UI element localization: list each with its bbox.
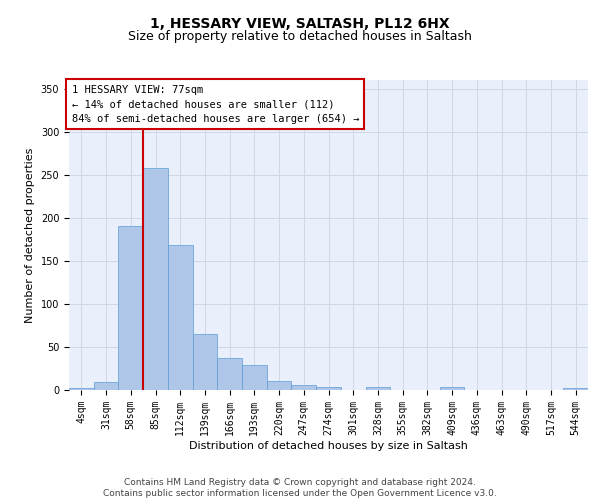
Bar — [316, 386, 341, 390]
Bar — [69, 388, 94, 390]
Text: 1, HESSARY VIEW, SALTASH, PL12 6HX: 1, HESSARY VIEW, SALTASH, PL12 6HX — [150, 18, 450, 32]
X-axis label: Distribution of detached houses by size in Saltash: Distribution of detached houses by size … — [189, 440, 468, 450]
Bar — [292, 385, 316, 390]
Bar — [118, 226, 143, 390]
Bar — [217, 358, 242, 390]
Bar — [440, 388, 464, 390]
Bar — [168, 246, 193, 390]
Bar — [365, 386, 390, 390]
Text: Contains HM Land Registry data © Crown copyright and database right 2024.
Contai: Contains HM Land Registry data © Crown c… — [103, 478, 497, 498]
Bar — [563, 388, 588, 390]
Bar — [242, 365, 267, 390]
Bar — [193, 334, 217, 390]
Text: 1 HESSARY VIEW: 77sqm
← 14% of detached houses are smaller (112)
84% of semi-det: 1 HESSARY VIEW: 77sqm ← 14% of detached … — [71, 84, 359, 124]
Bar — [143, 168, 168, 390]
Bar — [267, 380, 292, 390]
Bar — [94, 382, 118, 390]
Y-axis label: Number of detached properties: Number of detached properties — [25, 148, 35, 322]
Text: Size of property relative to detached houses in Saltash: Size of property relative to detached ho… — [128, 30, 472, 43]
